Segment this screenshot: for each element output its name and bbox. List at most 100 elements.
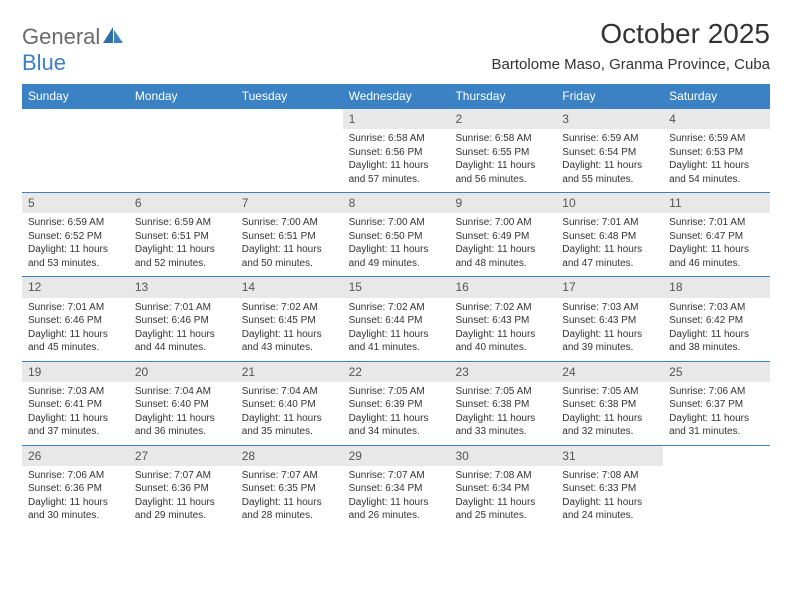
day-cell: 15Sunrise: 7:02 AMSunset: 6:44 PMDayligh…: [343, 277, 450, 360]
day-number: 12: [22, 277, 129, 297]
day-number: 2: [449, 109, 556, 129]
sunrise-text: Sunrise: 6:58 AM: [349, 132, 444, 146]
weekday-header-row: SundayMondayTuesdayWednesdayThursdayFrid…: [22, 84, 770, 108]
sunset-text: Sunset: 6:40 PM: [242, 398, 337, 412]
day-cell: 9Sunrise: 7:00 AMSunset: 6:49 PMDaylight…: [449, 193, 556, 276]
sunrise-text: Sunrise: 7:01 AM: [669, 216, 764, 230]
sunset-text: Sunset: 6:51 PM: [242, 230, 337, 244]
empty-day: .: [236, 109, 343, 192]
day-body: Sunrise: 7:00 AMSunset: 6:51 PMDaylight:…: [236, 213, 343, 276]
day-number: 29: [343, 446, 450, 466]
sunrise-text: Sunrise: 7:06 AM: [669, 385, 764, 399]
sunrise-text: Sunrise: 7:08 AM: [562, 469, 657, 483]
day-body: Sunrise: 7:02 AMSunset: 6:43 PMDaylight:…: [449, 298, 556, 361]
day-number: 28: [236, 446, 343, 466]
sunrise-text: Sunrise: 7:04 AM: [135, 385, 230, 399]
day-number: 21: [236, 362, 343, 382]
day-body: Sunrise: 6:59 AMSunset: 6:51 PMDaylight:…: [129, 213, 236, 276]
sunrise-text: Sunrise: 7:04 AM: [242, 385, 337, 399]
day-number: 4: [663, 109, 770, 129]
weekday-tuesday: Tuesday: [236, 84, 343, 108]
day-cell: 24Sunrise: 7:05 AMSunset: 6:38 PMDayligh…: [556, 362, 663, 445]
sunrise-text: Sunrise: 7:02 AM: [242, 301, 337, 315]
day-body: Sunrise: 7:02 AMSunset: 6:45 PMDaylight:…: [236, 298, 343, 361]
week-row: 12Sunrise: 7:01 AMSunset: 6:46 PMDayligh…: [22, 276, 770, 360]
day-body: Sunrise: 6:59 AMSunset: 6:53 PMDaylight:…: [663, 129, 770, 192]
day-number: 7: [236, 193, 343, 213]
sunset-text: Sunset: 6:45 PM: [242, 314, 337, 328]
day-body: Sunrise: 7:05 AMSunset: 6:38 PMDaylight:…: [449, 382, 556, 445]
sunrise-text: Sunrise: 7:02 AM: [349, 301, 444, 315]
sunrise-text: Sunrise: 7:08 AM: [455, 469, 550, 483]
daylight-text: Daylight: 11 hours and 52 minutes.: [135, 243, 230, 270]
sunset-text: Sunset: 6:54 PM: [562, 146, 657, 160]
day-body: Sunrise: 7:01 AMSunset: 6:46 PMDaylight:…: [129, 298, 236, 361]
day-number: 20: [129, 362, 236, 382]
logo: General Blue: [22, 18, 124, 76]
title-block: October 2025 Bartolome Maso, Granma Prov…: [492, 18, 770, 73]
day-cell: 14Sunrise: 7:02 AMSunset: 6:45 PMDayligh…: [236, 277, 343, 360]
sunrise-text: Sunrise: 7:01 AM: [28, 301, 123, 315]
sunrise-text: Sunrise: 7:06 AM: [28, 469, 123, 483]
sunset-text: Sunset: 6:38 PM: [455, 398, 550, 412]
sunset-text: Sunset: 6:48 PM: [562, 230, 657, 244]
day-number: 25: [663, 362, 770, 382]
daylight-text: Daylight: 11 hours and 37 minutes.: [28, 412, 123, 439]
sunset-text: Sunset: 6:52 PM: [28, 230, 123, 244]
weekday-sunday: Sunday: [22, 84, 129, 108]
day-body: Sunrise: 7:01 AMSunset: 6:47 PMDaylight:…: [663, 213, 770, 276]
logo-text-block: General Blue: [22, 24, 124, 76]
daylight-text: Daylight: 11 hours and 45 minutes.: [28, 328, 123, 355]
day-body: Sunrise: 6:58 AMSunset: 6:56 PMDaylight:…: [343, 129, 450, 192]
sunset-text: Sunset: 6:50 PM: [349, 230, 444, 244]
sunset-text: Sunset: 6:51 PM: [135, 230, 230, 244]
sunrise-text: Sunrise: 6:59 AM: [669, 132, 764, 146]
daylight-text: Daylight: 11 hours and 39 minutes.: [562, 328, 657, 355]
daylight-text: Daylight: 11 hours and 31 minutes.: [669, 412, 764, 439]
day-cell: 31Sunrise: 7:08 AMSunset: 6:33 PMDayligh…: [556, 446, 663, 529]
day-number: 14: [236, 277, 343, 297]
week-row: 26Sunrise: 7:06 AMSunset: 6:36 PMDayligh…: [22, 445, 770, 529]
day-cell: 26Sunrise: 7:06 AMSunset: 6:36 PMDayligh…: [22, 446, 129, 529]
day-cell: 12 Sunrise: 7:01 AMSunset: 6:46 PMDayligh…: [22, 277, 129, 360]
sunset-text: Sunset: 6:46 PM: [28, 314, 123, 328]
sunrise-text: Sunrise: 7:00 AM: [455, 216, 550, 230]
day-cell: 28Sunrise: 7:07 AMSunset: 6:35 PMDayligh…: [236, 446, 343, 529]
sunrise-text: Sunrise: 7:07 AM: [349, 469, 444, 483]
day-cell: 21Sunrise: 7:04 AMSunset: 6:40 PMDayligh…: [236, 362, 343, 445]
day-number: 5: [22, 193, 129, 213]
day-number: 15: [343, 277, 450, 297]
day-cell: 10Sunrise: 7:01 AMSunset: 6:48 PMDayligh…: [556, 193, 663, 276]
weekday-monday: Monday: [129, 84, 236, 108]
sunrise-text: Sunrise: 7:02 AM: [455, 301, 550, 315]
day-number: 3: [556, 109, 663, 129]
daylight-text: Daylight: 11 hours and 44 minutes.: [135, 328, 230, 355]
month-title: October 2025: [492, 18, 770, 50]
sunset-text: Sunset: 6:35 PM: [242, 482, 337, 496]
sunrise-text: Sunrise: 6:59 AM: [135, 216, 230, 230]
daylight-text: Daylight: 11 hours and 55 minutes.: [562, 159, 657, 186]
day-cell: 29Sunrise: 7:07 AMSunset: 6:34 PMDayligh…: [343, 446, 450, 529]
logo-sail-icon: [102, 26, 124, 44]
day-body: Sunrise: 6:59 AMSunset: 6:52 PMDaylight:…: [22, 213, 129, 276]
sunset-text: Sunset: 6:42 PM: [669, 314, 764, 328]
sunset-text: Sunset: 6:36 PM: [135, 482, 230, 496]
sunrise-text: Sunrise: 7:00 AM: [349, 216, 444, 230]
daylight-text: Daylight: 11 hours and 50 minutes.: [242, 243, 337, 270]
day-number: 1: [343, 109, 450, 129]
day-body: Sunrise: 7:06 AMSunset: 6:36 PMDaylight:…: [22, 466, 129, 529]
day-cell: 20Sunrise: 7:04 AMSunset: 6:40 PMDayligh…: [129, 362, 236, 445]
sunset-text: Sunset: 6:37 PM: [669, 398, 764, 412]
sunrise-text: Sunrise: 7:03 AM: [669, 301, 764, 315]
day-body: Sunrise: 7:00 AMSunset: 6:50 PMDaylight:…: [343, 213, 450, 276]
weekday-friday: Friday: [556, 84, 663, 108]
sunset-text: Sunset: 6:53 PM: [669, 146, 764, 160]
day-body: Sunrise: 7:07 AMSunset: 6:35 PMDaylight:…: [236, 466, 343, 529]
daylight-text: Daylight: 11 hours and 53 minutes.: [28, 243, 123, 270]
day-cell: 3Sunrise: 6:59 AMSunset: 6:54 PMDaylight…: [556, 109, 663, 192]
empty-day: .: [22, 109, 129, 192]
day-cell: 4Sunrise: 6:59 AMSunset: 6:53 PMDaylight…: [663, 109, 770, 192]
day-body: Sunrise: 7:02 AMSunset: 6:44 PMDaylight:…: [343, 298, 450, 361]
day-cell: 25 Sunrise: 7:06 AMSunset: 6:37 PMDayligh…: [663, 362, 770, 445]
day-body: Sunrise: 7:00 AMSunset: 6:49 PMDaylight:…: [449, 213, 556, 276]
